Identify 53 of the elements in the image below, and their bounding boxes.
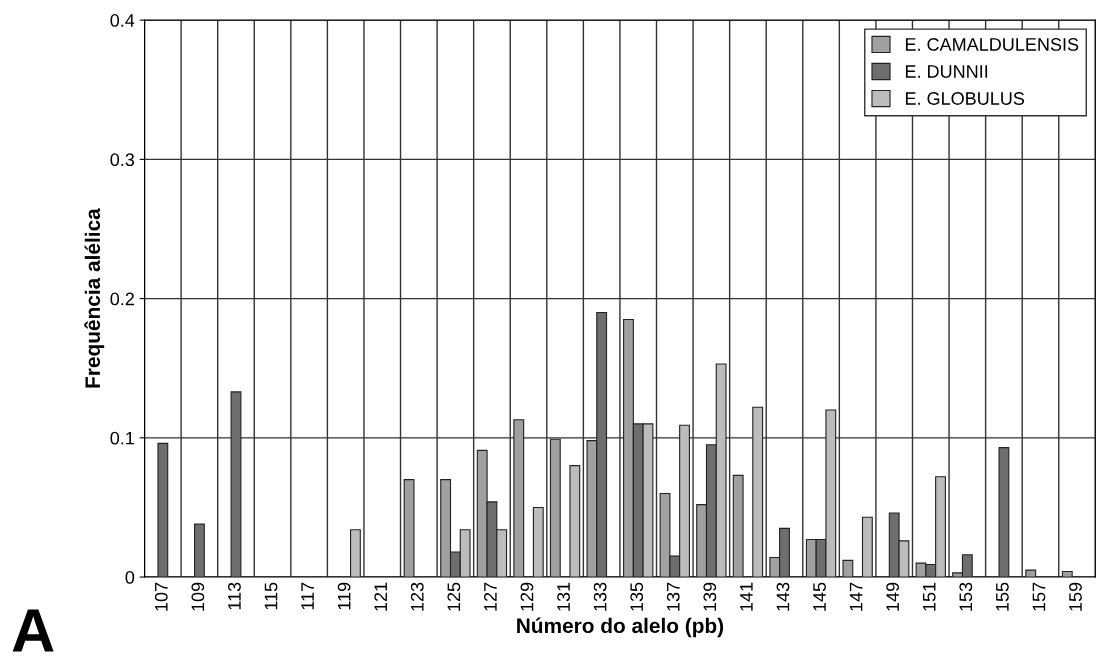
x-tick-label: 137 xyxy=(666,582,680,611)
x-tick-label: 139 xyxy=(703,582,717,611)
x-tick-label: 109 xyxy=(191,582,205,611)
x-tick-label: 153 xyxy=(959,582,973,611)
y-tick-label: 0.3 xyxy=(110,153,135,167)
x-tick-label: 147 xyxy=(849,582,863,611)
x-tick-label: 149 xyxy=(886,582,900,611)
y-tick-label: 0.1 xyxy=(110,431,134,445)
bar xyxy=(532,506,544,578)
x-tick-label: 115 xyxy=(264,582,278,610)
bar xyxy=(842,559,854,578)
x-tick-label: 121 xyxy=(374,582,387,611)
y-axis-title: Frequência alélica xyxy=(84,208,105,388)
bar xyxy=(549,438,561,578)
x-tick-label: 141 xyxy=(740,582,753,611)
x-tick-label: 117 xyxy=(301,582,314,610)
x-tick-label: 125 xyxy=(447,582,461,611)
x-tick-label: 119 xyxy=(337,582,351,610)
x-tick-label: 107 xyxy=(154,582,168,611)
x-tick-label: 143 xyxy=(776,582,790,611)
x-tick-label: 127 xyxy=(484,582,497,611)
x-tick-label: 129 xyxy=(520,582,534,611)
legend-label: E. CAMALDULENSIS xyxy=(905,38,1079,51)
bar xyxy=(1061,570,1073,578)
y-tick-label: 0.2 xyxy=(110,292,134,306)
x-tick-label: 157 xyxy=(1032,582,1046,611)
bar xyxy=(193,523,205,578)
bar xyxy=(732,474,744,578)
x-tick-label: 113 xyxy=(228,582,241,610)
bar xyxy=(403,479,415,578)
x-tick-label: 131 xyxy=(557,582,570,611)
bar xyxy=(157,442,169,578)
bar xyxy=(861,516,873,578)
x-tick-label: 135 xyxy=(630,582,644,611)
y-tick-label: 0 xyxy=(125,570,135,584)
x-tick-label: 155 xyxy=(996,582,1009,611)
bar xyxy=(230,391,242,578)
bar xyxy=(513,419,525,578)
text: A xyxy=(12,609,54,652)
legend-label: E. GLOBULUS xyxy=(905,92,1025,105)
legend-label: E. DUNNII xyxy=(905,65,988,78)
x-tick-label: 159 xyxy=(1069,582,1082,611)
bar xyxy=(998,447,1010,578)
x-tick-label: 145 xyxy=(813,582,826,611)
bar xyxy=(350,529,361,578)
bar xyxy=(1025,569,1037,578)
bar xyxy=(752,406,764,578)
bar xyxy=(569,465,581,578)
x-axis-title: Número do alelo (pb) xyxy=(517,617,724,638)
x-tick-label: 133 xyxy=(593,582,607,611)
x-tick-label: 123 xyxy=(410,582,424,611)
x-tick-label: 151 xyxy=(923,582,936,611)
y-tick-label: 0.4 xyxy=(110,14,135,27)
